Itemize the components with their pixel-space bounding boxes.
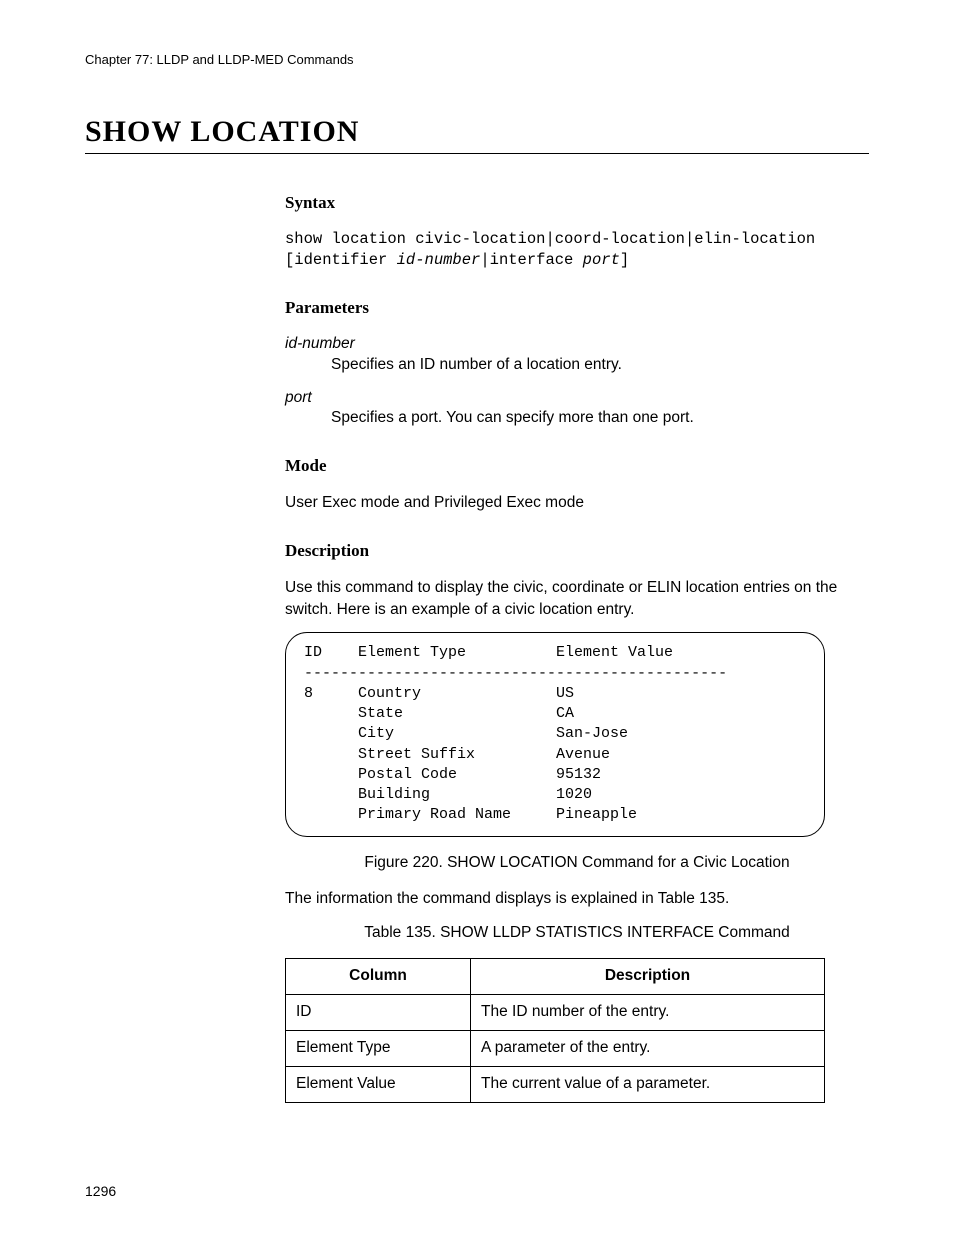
- description-intro: Use this command to display the civic, c…: [285, 577, 869, 620]
- mode-heading: Mode: [285, 455, 869, 478]
- table-cell: Element Value: [286, 1066, 471, 1102]
- param-desc-0: Specifies an ID number of a location ent…: [331, 355, 869, 376]
- param-item-0: id-number Specifies an ID number of a lo…: [285, 334, 869, 376]
- mode-text: User Exec mode and Privileged Exec mode: [285, 492, 869, 514]
- code-row-1: State CA: [304, 705, 574, 722]
- syntax-heading: Syntax: [285, 192, 869, 215]
- code-output: ID Element Type Element Value ----------…: [304, 643, 806, 825]
- syntax-line1: show location civic-location|coord-locat…: [285, 230, 815, 248]
- code-row-6: Primary Road Name Pineapple: [304, 806, 637, 823]
- description-heading: Description: [285, 540, 869, 563]
- after-figure-text: The information the command displays is …: [285, 888, 869, 910]
- param-name-1: port: [285, 388, 869, 409]
- param-desc-1: Specifies a port. You can specify more t…: [331, 408, 869, 429]
- code-row-3: Street Suffix Avenue: [304, 746, 610, 763]
- table-row: Element Value The current value of a par…: [286, 1066, 825, 1102]
- page-number: 1296: [85, 1183, 869, 1199]
- table-cell: The current value of a parameter.: [471, 1066, 825, 1102]
- param-item-1: port Specifies a port. You can specify m…: [285, 388, 869, 430]
- table-col-0: Column: [286, 959, 471, 995]
- code-row-2: City San-Jose: [304, 725, 628, 742]
- code-header-row: ID Element Type Element Value: [304, 644, 673, 661]
- table-caption: Table 135. SHOW LLDP STATISTICS INTERFAC…: [285, 923, 869, 944]
- param-name-0: id-number: [285, 334, 869, 355]
- syntax-line2-a: [identifier: [285, 251, 397, 269]
- code-divider: ----------------------------------------…: [304, 665, 727, 682]
- table-row: Element Type A parameter of the entry.: [286, 1030, 825, 1066]
- figure-caption: Figure 220. SHOW LOCATION Command for a …: [285, 853, 869, 874]
- syntax-line2-e: ]: [620, 251, 629, 269]
- parameters-heading: Parameters: [285, 297, 869, 320]
- table-cell: The ID number of the entry.: [471, 995, 825, 1031]
- description-table: Column Description ID The ID number of t…: [285, 958, 825, 1103]
- syntax-line2-d: port: [583, 251, 620, 269]
- table-cell: A parameter of the entry.: [471, 1030, 825, 1066]
- syntax-block: show location civic-location|coord-locat…: [285, 229, 869, 271]
- code-row-5: Building 1020: [304, 786, 592, 803]
- code-row-0: 8 Country US: [304, 685, 574, 702]
- code-output-box: ID Element Type Element Value ----------…: [285, 632, 825, 836]
- table-col-1: Description: [471, 959, 825, 995]
- table-header-row: Column Description: [286, 959, 825, 995]
- chapter-header: Chapter 77: LLDP and LLDP-MED Commands: [85, 52, 869, 67]
- content-body: Syntax show location civic-location|coor…: [285, 192, 869, 1103]
- syntax-line2-b: id-number: [397, 251, 481, 269]
- table-cell: Element Type: [286, 1030, 471, 1066]
- page-title: SHOW LOCATION: [85, 115, 869, 154]
- table-cell: ID: [286, 995, 471, 1031]
- code-row-4: Postal Code 95132: [304, 766, 601, 783]
- table-row: ID The ID number of the entry.: [286, 995, 825, 1031]
- syntax-line2-c: |interface: [480, 251, 582, 269]
